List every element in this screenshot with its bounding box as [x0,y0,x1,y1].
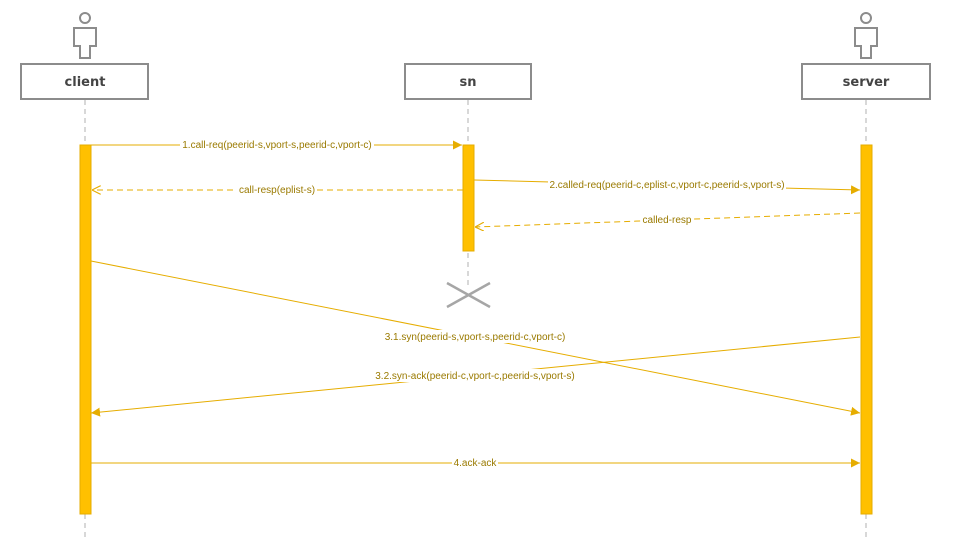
participant-label: server [843,75,890,90]
person-icon [73,12,97,59]
message-label: 3.2.syn-ack(peerid-c,vport-c,peerid-s,vp… [375,371,575,382]
message-call-resp: call-resp(eplist-s) [92,183,463,196]
message-called-resp: called-resp [475,212,861,227]
message-label: 3.1.syn(peerid-s,vport-s,peerid-c,vport-… [385,332,566,343]
activation-bar-sn [462,144,475,252]
participant-label: sn [460,75,477,90]
participant-sn: sn [404,63,532,100]
message-ack-ack: 4.ack-ack [91,456,860,469]
message-called-req: 2.called-req(peerid-c,eplist-c,vport-c,p… [473,178,861,195]
participant-label: client [65,75,106,90]
participant-client: client [20,63,149,100]
message-label: 1.call-req(peerid-s,vport-s,peerid-c,vpo… [182,140,372,151]
person-icon [854,12,878,59]
activation-bar-client [79,144,92,515]
participant-server: server [801,63,931,100]
message-label: 4.ack-ack [454,458,498,469]
message-call-req: 1.call-req(peerid-s,vport-s,peerid-c,vpo… [91,138,462,151]
destroy-x-icon [446,281,491,309]
message-label: called-resp [643,215,692,226]
message-label: 2.called-req(peerid-c,eplist-c,vport-c,p… [549,180,784,191]
message-label: call-resp(eplist-s) [239,185,315,196]
activation-bar-server [860,144,873,515]
